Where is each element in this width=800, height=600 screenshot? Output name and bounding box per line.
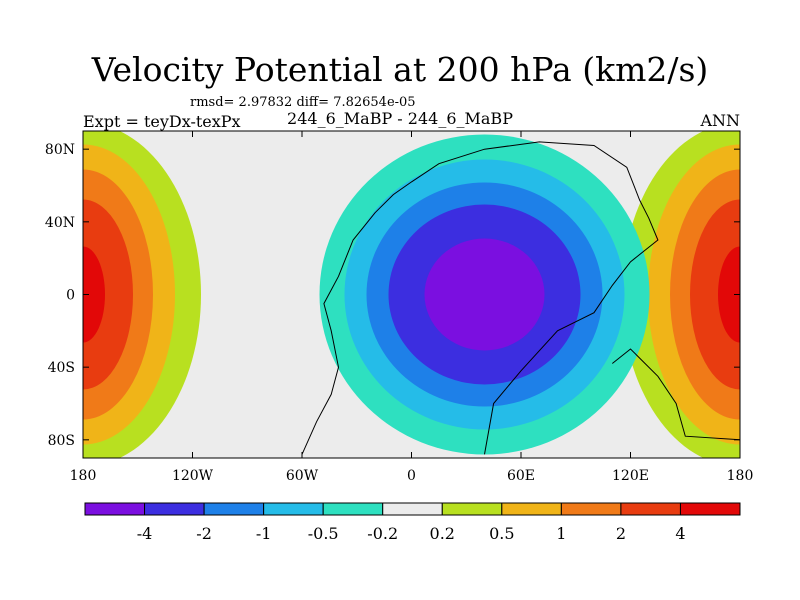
season-label: ANN bbox=[700, 111, 740, 130]
x-tick-label: 120W bbox=[172, 468, 214, 484]
colorbar-label: -2 bbox=[196, 524, 212, 543]
band-positive-5-west bbox=[83, 246, 105, 343]
chart-title: Velocity Potential at 200 hPa (km2/s) bbox=[91, 50, 709, 89]
y-tick-label: 40S bbox=[48, 360, 75, 376]
band-negative-5 bbox=[424, 238, 545, 351]
colorbar-swatch bbox=[382, 502, 443, 516]
colorbar-swatch bbox=[203, 502, 265, 516]
y-tick-label: 40N bbox=[45, 215, 75, 231]
y-tick-label: 80S bbox=[48, 433, 75, 449]
x-tick-label: 60E bbox=[507, 468, 535, 484]
colorbar-label: -0.5 bbox=[308, 524, 339, 543]
colorbar-label: 0.5 bbox=[489, 524, 514, 543]
colorbar-label: 2 bbox=[616, 524, 626, 543]
x-tick-label: 180 bbox=[70, 468, 97, 484]
colorbar-swatch bbox=[441, 502, 503, 516]
colorbar-swatch bbox=[263, 502, 324, 516]
colorbar-label: 0.2 bbox=[430, 524, 455, 543]
colorbar: -4 -2 -1 -0.5 -0.2 0.2 0.5 1 2 4 bbox=[84, 502, 741, 543]
band-positive-4-west bbox=[83, 199, 133, 390]
y-tick-label: 80N bbox=[45, 142, 75, 158]
colorbar-swatch bbox=[501, 502, 562, 516]
band-positive-5-east bbox=[718, 246, 740, 343]
x-tick-label: 0 bbox=[407, 468, 416, 484]
colorbar-swatch bbox=[620, 502, 681, 516]
x-tick-label: 60W bbox=[286, 468, 319, 484]
colorbar-swatch bbox=[84, 502, 146, 516]
colorbar-label: -1 bbox=[256, 524, 272, 543]
y-tick-label: 0 bbox=[66, 288, 75, 304]
stats-line: rmsd= 2.97832 diff= 7.82654e-05 bbox=[190, 95, 416, 110]
colorbar-swatch bbox=[679, 502, 741, 516]
colorbar-swatch bbox=[322, 502, 384, 516]
coastline-1 bbox=[301, 141, 659, 455]
colorbar-label: -4 bbox=[137, 524, 153, 543]
case-label: 244_6_MaBP - 244_6_MaBP bbox=[287, 109, 513, 128]
colorbar-swatch bbox=[144, 502, 205, 516]
contour-field bbox=[83, 131, 740, 458]
experiment-label: Expt = teyDx-texPx bbox=[83, 112, 241, 131]
band-positive-4-east bbox=[690, 199, 740, 390]
axis-ticks: 180 120W 60W 0 60E 120E 180 80N 40N 0 40S 80S bbox=[45, 131, 753, 484]
colorbar-label: 1 bbox=[556, 524, 566, 543]
coastline bbox=[301, 141, 740, 455]
coastline-2 bbox=[611, 348, 740, 441]
colorbar-swatch bbox=[560, 502, 622, 516]
colorbar-label: -0.2 bbox=[367, 524, 398, 543]
x-tick-label: 180 bbox=[727, 468, 754, 484]
x-tick-label: 120E bbox=[612, 468, 649, 484]
colorbar-label: 4 bbox=[675, 524, 685, 543]
